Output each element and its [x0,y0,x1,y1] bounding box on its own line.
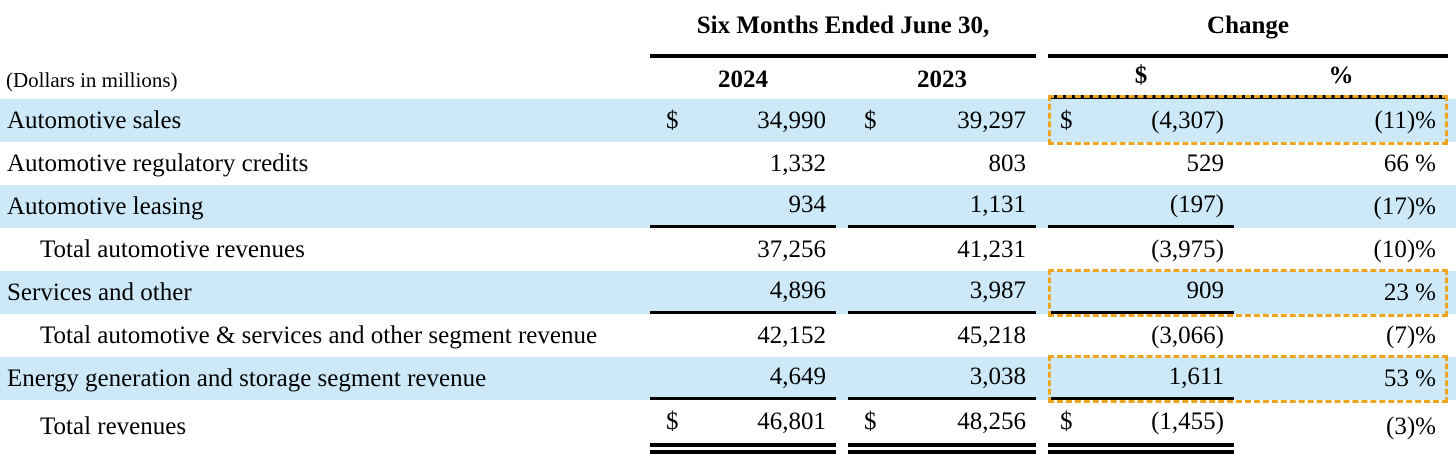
cell-change-percent: (11)% [1374,106,1436,134]
cell-value: 39,297 [957,106,1026,134]
table-row-total-auto-services-segment: Total automotive & services and other se… [0,314,1456,357]
row-label: Total automotive & services and other se… [40,321,598,349]
cell-2023: $39,297 [848,99,1036,142]
table-header-columns: (Dollars in millions) 2024 2023 $ % [0,58,1456,103]
cell-value: 45,218 [957,321,1026,349]
cell-change-dollar: $ (4,307) [1048,99,1234,142]
cell-change-dollar: 529 [1048,142,1234,185]
cell-value: 934 [788,191,827,218]
cell-change-dollar: 909 [1048,271,1234,314]
cell-change-dollar: $ (1,455) [1048,400,1234,454]
table-row-automotive-leasing: Automotive leasing 934 1,131 (197) (17)% [0,185,1456,228]
cell-change-dollar: 1,611 [1048,357,1234,400]
dollar-sign: $ [864,407,877,435]
cell-value: 46,801 [757,407,826,435]
change-group-header: Change [1048,8,1448,58]
row-label: Energy generation and storage segment re… [7,364,487,392]
dollar-sign: $ [666,407,679,435]
units-note: (Dollars in millions) [6,68,178,92]
cell-2023: $48,256 [848,400,1036,454]
cell-value: (4,307) [1151,106,1224,134]
cell-2023: 41,231 [848,228,1036,271]
cell-value: 34,990 [757,106,826,134]
row-label: Automotive regulatory credits [7,149,309,177]
cell-value: 803 [988,149,1027,177]
cell-2023: 803 [848,142,1036,185]
cell-2023: 1,131 [848,185,1036,228]
table-row-total-automotive-revenues: Total automotive revenues 37,256 41,231 … [0,228,1456,271]
cell-2024: 934 [650,185,836,228]
table-row-services-and-other: Services and other 4,896 3,987 909 23 % [0,269,1456,317]
cell-2024: 37,256 [650,228,836,271]
row-label: Services and other [7,278,192,306]
column-header-2023: 2023 [917,66,967,93]
column-header-change-percent: % [1234,58,1448,99]
cell-change-percent: (7)% [1386,321,1436,349]
cell-change-percent: (3)% [1386,413,1436,440]
table-row-automotive-sales: Automotive sales $34,990 $39,297 $ (4,307… [0,95,1456,145]
column-header-change-dollar: $ [1048,58,1234,99]
row-label: Total revenues [40,413,187,440]
table-row-total-revenues: Total revenues $46,801 $48,256 $ (1,455) … [0,400,1456,454]
cell-change-dollar: (3,066) [1048,314,1234,357]
cell-value: (3,975) [1151,235,1224,263]
table-row-energy-generation-storage: Energy generation and storage segment re… [0,355,1456,403]
dollar-sign: $ [1060,106,1073,134]
row-label: Automotive sales [7,106,182,134]
cell-value: (197) [1169,191,1224,218]
cell-value: 1,131 [969,191,1026,218]
cell-value: 909 [1186,277,1225,304]
cell-value: 1,611 [1168,363,1224,390]
cell-change-percent: 23 % [1383,278,1436,306]
cell-value: 48,256 [957,407,1026,435]
cell-2024: 1,332 [650,142,836,185]
cell-value: 4,896 [769,277,826,304]
cell-change-percent: 53 % [1383,364,1436,392]
table-row-regulatory-credits: Automotive regulatory credits 1,332 803 … [0,142,1456,185]
cell-value: 4,649 [769,363,826,390]
dollar-sign: $ [666,106,679,134]
cell-value: (1,455) [1151,407,1224,435]
dollar-sign: $ [864,106,877,134]
financial-table: Six Months Ended June 30, Change (Dollar… [0,8,1456,454]
cell-value: 3,987 [969,277,1026,304]
cell-value: 42,152 [757,321,826,349]
cell-2024: 4,896 [650,271,836,314]
cell-2024: 42,152 [650,314,836,357]
cell-change-percent: 66 % [1383,149,1436,177]
cell-change-dollar: (197) [1048,185,1234,228]
table-header-groups: Six Months Ended June 30, Change [0,8,1456,58]
period-group-header: Six Months Ended June 30, [650,8,1036,58]
row-label: Automotive leasing [7,192,204,220]
cell-2024: 4,649 [650,357,836,400]
cell-change-dollar: (3,975) [1048,228,1234,271]
dollar-sign: $ [1060,407,1073,435]
column-header-2024: 2024 [718,66,768,93]
cell-value: 37,256 [757,235,826,263]
cell-value: (3,066) [1151,321,1224,349]
cell-2023: 3,038 [848,357,1036,400]
cell-change-percent: (10)% [1373,235,1436,263]
cell-2024: $34,990 [650,99,836,142]
cell-value: 3,038 [969,363,1026,390]
cell-value: 529 [1186,149,1225,177]
cell-change-percent: (17)% [1373,192,1436,220]
cell-2023: 45,218 [848,314,1036,357]
cell-2024: $46,801 [650,400,836,454]
cell-value: 1,332 [769,149,826,177]
cell-2023: 3,987 [848,271,1036,314]
row-label: Total automotive revenues [40,235,305,263]
cell-value: 41,231 [957,235,1026,263]
